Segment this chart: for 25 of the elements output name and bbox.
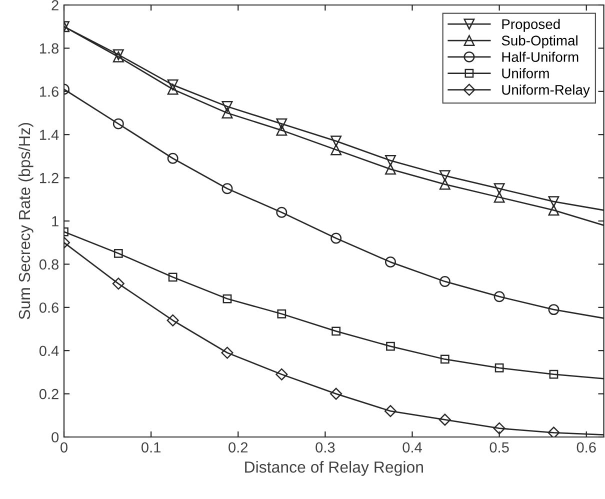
x-tick-label: 0.4 [402, 442, 422, 453]
y-tick-label: 2 [52, 0, 58, 10]
y-tick-label: 1.6 [40, 86, 58, 97]
x-tick-label: 0.1 [141, 442, 160, 453]
x-tick-label: 0.3 [316, 442, 335, 453]
y-tick-label: 0.4 [39, 346, 59, 356]
y-tick-label: 0.6 [39, 302, 58, 313]
legend-label: Uniform-Relay [502, 84, 590, 98]
x-tick-label: 0.5 [490, 442, 509, 453]
x-tick-label: 0 [60, 442, 68, 453]
y-tick-label: 0 [52, 432, 59, 442]
y-tick-label: 1.4 [40, 130, 59, 140]
legend-label: Sub-Optimal [502, 35, 578, 48]
y-tick-label: 0.2 [39, 388, 58, 400]
x-tick-label: 0.6 [576, 442, 596, 453]
y-tick-label: 0.8 [39, 259, 59, 270]
legend-label: Half-Uniform [502, 52, 578, 62]
x-axis-title: Distance of Relay Region [245, 461, 423, 476]
x-tick-label: 0.2 [228, 442, 248, 453]
y-axis-title: Sum Secrecy Rate (bps/Hz) [18, 123, 34, 320]
legend-label: Uniform [502, 68, 549, 78]
legend-label: Proposed [502, 18, 560, 32]
y-tick-label: 1.2 [40, 172, 58, 184]
y-tick-label: 1.8 [40, 43, 59, 54]
y-tick-label: 1 [52, 216, 58, 226]
